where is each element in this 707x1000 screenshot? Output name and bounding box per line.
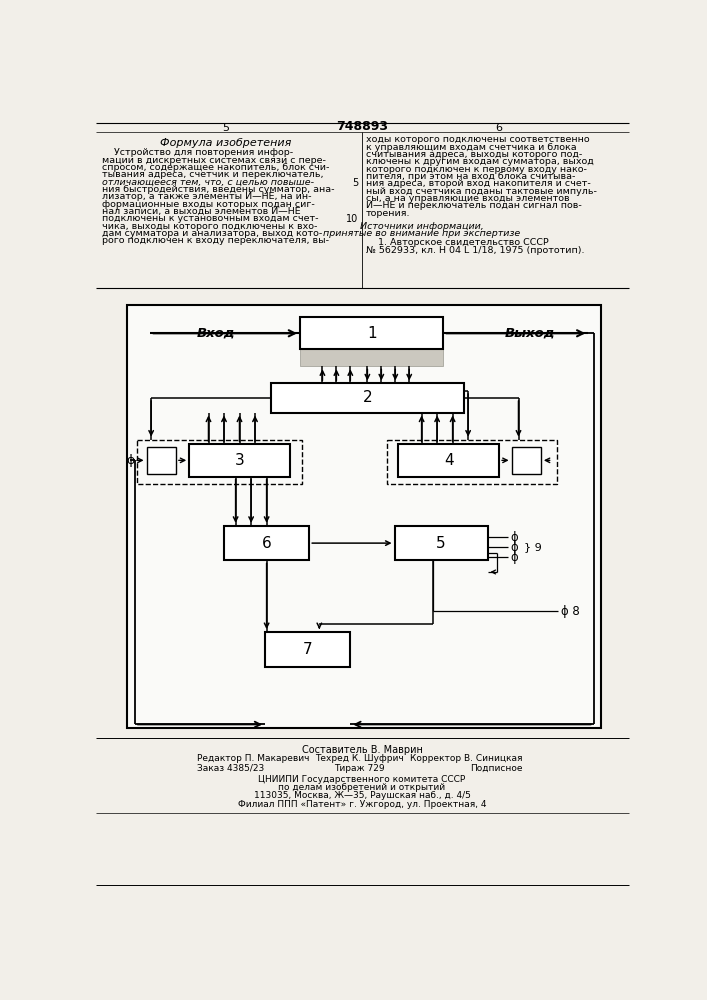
Text: отличающееся тем, что, с целью повыше-: отличающееся тем, что, с целью повыше- [103,178,315,187]
Text: 3: 3 [235,453,245,468]
Bar [146,447,176,474]
Text: Подписное: Подписное [470,764,522,773]
Text: } 9: } 9 [524,542,542,552]
Text: 748893: 748893 [336,120,388,133]
Text: ϕ: ϕ [510,531,518,544]
Text: принятые во внимание при экспертизе: принятые во внимание при экспертизе [323,229,520,238]
Text: спросом, содержащее накопитель, блок счи-: спросом, содержащее накопитель, блок счи… [103,163,329,172]
Text: ϕ: ϕ [510,541,518,554]
Text: 5: 5 [352,178,358,188]
Text: по делам изобретений и открытий: по делам изобретений и открытий [279,783,445,792]
Text: 113035, Москва, Ж—35, Раушская наб., д. 4/5: 113035, Москва, Ж—35, Раушская наб., д. … [254,791,470,800]
Text: мации в дискретных системах связи с пере-: мации в дискретных системах связи с пере… [103,156,326,165]
Text: 10: 10 [346,214,358,224]
Text: которого подключен к первому входу нако-: которого подключен к первому входу нако- [366,165,587,174]
Text: лизатор, а также элементы И—НЕ, на ин-: лизатор, а также элементы И—НЕ, на ин- [103,192,312,201]
Text: Источники информации,: Источники информации, [360,222,484,231]
Text: формационные входы которых подан сиг-: формационные входы которых подан сиг- [103,200,315,209]
Text: И—НЕ и переключатель подан сигнал пов-: И—НЕ и переключатель подан сигнал пов- [366,201,582,210]
Text: ϕ 8: ϕ 8 [561,605,580,618]
Text: нал записи, а выходы элементов И—НЕ: нал записи, а выходы элементов И—НЕ [103,207,301,216]
Bar [271,383,464,413]
Text: ключены к другим входам сумматора, выход: ключены к другим входам сумматора, выход [366,157,594,166]
Text: сы, а на управляющие входы элементов: сы, а на управляющие входы элементов [366,194,569,203]
Text: 7: 7 [303,642,312,657]
Text: 5: 5 [222,123,229,133]
Text: ходы которого подключены соответственно: ходы которого подключены соответственно [366,135,590,144]
Text: Корректор В. Синицкая: Корректор В. Синицкая [410,754,522,763]
Bar [387,440,557,484]
Text: считывания адреса, выходы которого под-: считывания адреса, выходы которого под- [366,150,582,159]
Text: Заказ 4385/23: Заказ 4385/23 [197,764,264,773]
Text: дам сумматора и анализатора, выход кото-: дам сумматора и анализатора, выход кото- [103,229,322,238]
Text: ния адреса, второй вход накопителя и счет-: ния адреса, второй вход накопителя и сче… [366,179,590,188]
Text: Формула изобретения: Формула изобретения [160,138,291,148]
Bar [189,444,290,477]
Text: рого подключен к входу переключателя, вы-: рого подключен к входу переключателя, вы… [103,236,329,245]
Bar [300,349,443,366]
Bar [395,526,488,560]
Text: ϕ: ϕ [510,551,518,564]
Text: Редактор П. Макаревич: Редактор П. Макаревич [197,754,309,763]
Text: ϕ: ϕ [126,454,134,467]
Text: 4: 4 [444,453,454,468]
Bar [398,444,499,477]
Text: подключены к установочным входам счет-: подключены к установочным входам счет- [103,214,319,223]
Text: ния быстродействия, введены сумматор, ана-: ния быстродействия, введены сумматор, ан… [103,185,335,194]
Text: Составитель В. Маврин: Составитель В. Маврин [301,745,422,755]
Bar [512,447,541,474]
Bar [127,305,602,728]
Text: пителя, при этом на вход блока считыва-: пителя, при этом на вход блока считыва- [366,172,575,181]
Text: 6: 6 [496,123,503,133]
Text: ЦНИИПИ Государственного комитета СССР: ЦНИИПИ Государственного комитета СССР [258,774,466,784]
Text: Филиал ППП «Патент» г. Ужгород, ул. Проектная, 4: Филиал ППП «Патент» г. Ужгород, ул. Прое… [238,800,486,809]
Text: ный вход счетчика поданы тактовые импуль-: ный вход счетчика поданы тактовые импуль… [366,187,597,196]
Text: к управляющим входам счетчика и блока: к управляющим входам счетчика и блока [366,143,576,152]
Text: Тираж 729: Тираж 729 [334,764,385,773]
Text: 5: 5 [436,536,446,551]
Text: тывания адреса, счетчик и переключатель,: тывания адреса, счетчик и переключатель, [103,170,324,179]
Text: 1: 1 [367,326,376,341]
Text: Техред К. Шуфрич: Техред К. Шуфрич [315,754,404,763]
Text: Устройство для повторения инфор-: Устройство для повторения инфор- [103,148,293,157]
Text: торения.: торения. [366,209,410,218]
Text: 6: 6 [262,536,271,551]
Text: № 562933, кл. Н 04 L 1/18, 1975 (прототип).: № 562933, кл. Н 04 L 1/18, 1975 (прототи… [366,246,584,255]
Text: 2: 2 [363,390,372,405]
Bar [224,526,309,560]
Bar [300,317,443,349]
Text: 1. Авторское свидетельство СССР: 1. Авторское свидетельство СССР [366,238,549,247]
Text: чика, выходы которого подключены к вхо-: чика, выходы которого подключены к вхо- [103,222,317,231]
Bar [265,632,351,667]
Text: Выход: Выход [505,327,556,340]
Text: Вход: Вход [197,327,235,340]
Bar [137,440,303,484]
